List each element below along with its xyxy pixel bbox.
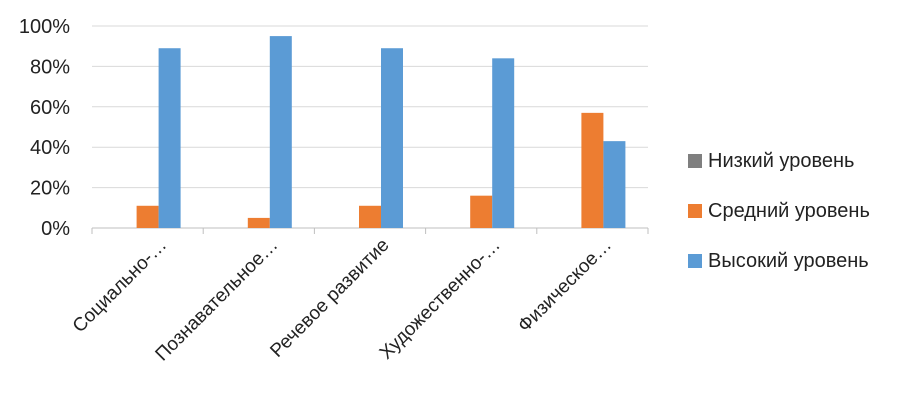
y-tick-label: 0% [41, 218, 70, 240]
legend: Низкий уровень Средний уровень Высокий у… [688, 148, 870, 274]
legend-swatch-medium [688, 204, 702, 218]
legend-label-low: Низкий уровень [708, 149, 855, 172]
bar [247, 217, 270, 228]
bar [603, 141, 626, 228]
legend-item-high: Высокий уровень [688, 248, 870, 274]
legend-item-medium: Средний уровень [688, 198, 870, 224]
bar [470, 195, 493, 228]
legend-item-low: Низкий уровень [688, 148, 870, 174]
y-tick-label: 20% [30, 178, 70, 200]
legend-swatch-high [688, 254, 702, 268]
legend-label-medium: Средний уровень [708, 199, 870, 222]
legend-label-high: Высокий уровень [708, 249, 869, 272]
x-tick-label: Познавательное… [152, 235, 283, 366]
x-tick-label: Социально-… [69, 235, 171, 337]
legend-swatch-low [688, 154, 702, 168]
x-tick-label: Художественно-… [376, 235, 505, 364]
bar [359, 205, 381, 228]
y-tick-label: 40% [30, 137, 70, 159]
bar [492, 58, 515, 228]
bar [136, 205, 159, 228]
x-tick-label: Физическое… [514, 235, 616, 337]
y-tick-label: 100% [19, 16, 70, 38]
bar [269, 36, 292, 228]
x-tick-label: Речевое развитие [266, 235, 393, 362]
bar [381, 48, 403, 228]
y-tick-label: 80% [30, 56, 70, 78]
bar [158, 48, 181, 228]
bar [581, 112, 604, 228]
y-tick-label: 60% [30, 97, 70, 119]
